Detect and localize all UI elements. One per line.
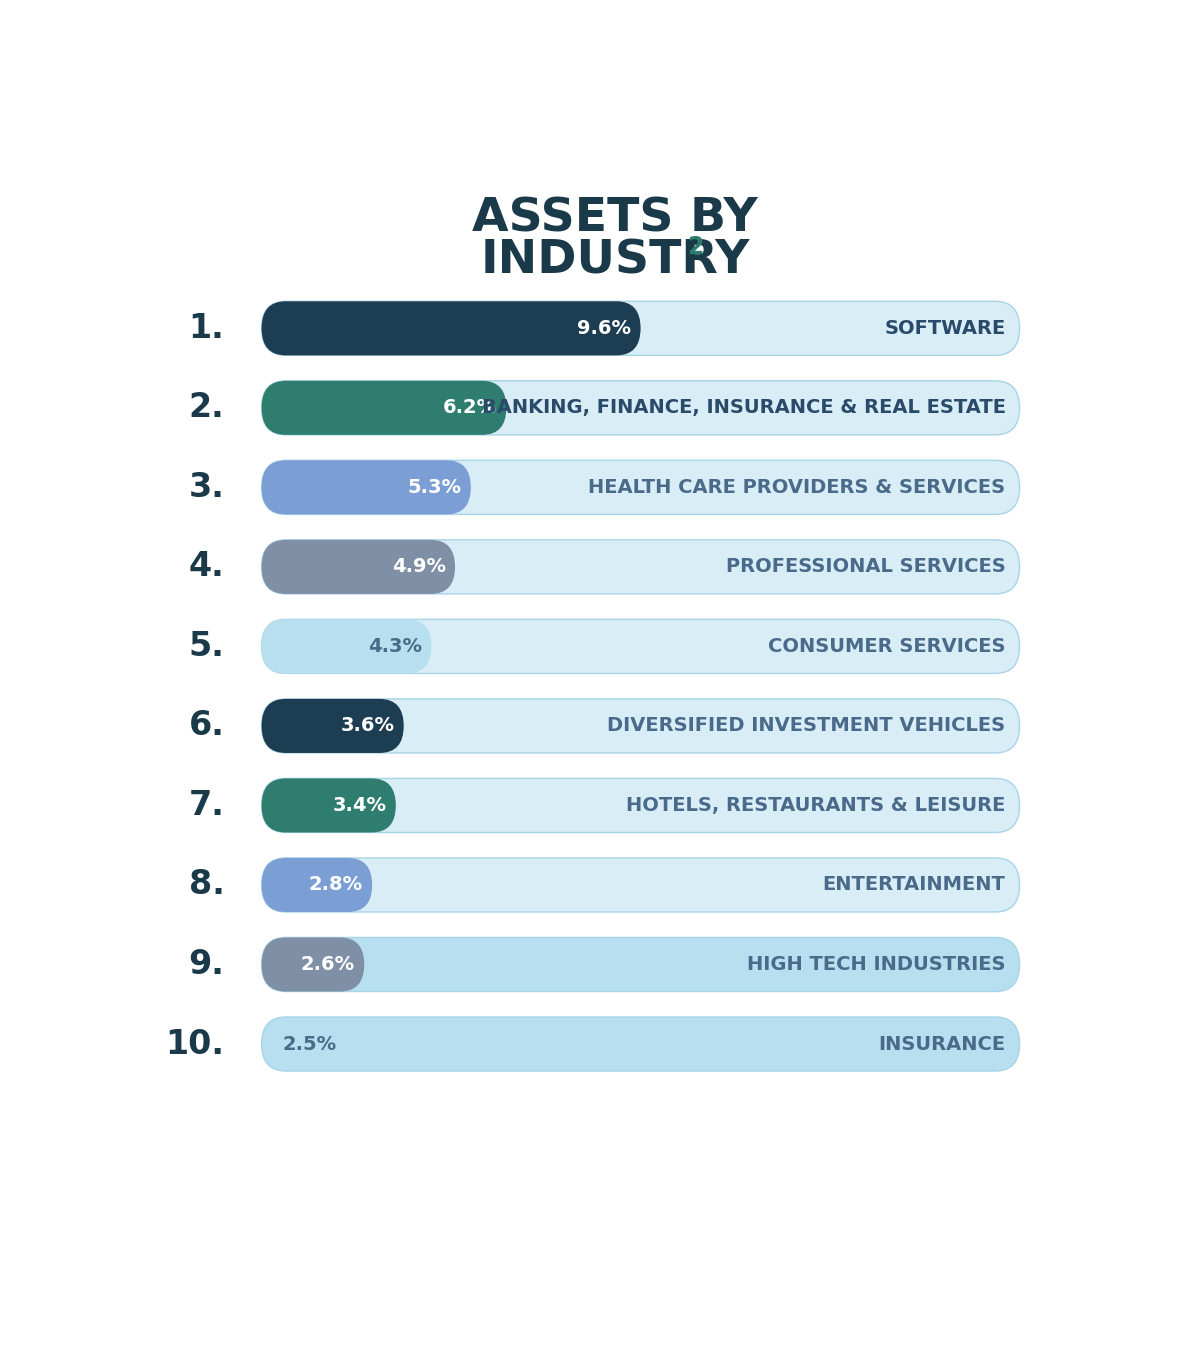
Text: INSURANCE: INSURANCE [878, 1034, 1006, 1053]
Text: ENTERTAINMENT: ENTERTAINMENT [823, 875, 1006, 895]
FancyBboxPatch shape [262, 779, 1020, 833]
Text: 5.: 5. [188, 630, 224, 663]
Text: DIVERSIFIED INVESTMENT VEHICLES: DIVERSIFIED INVESTMENT VEHICLES [607, 717, 1006, 736]
Text: 8.: 8. [188, 868, 224, 902]
Text: HIGH TECH INDUSTRIES: HIGH TECH INDUSTRIES [748, 954, 1006, 973]
FancyBboxPatch shape [262, 460, 1020, 514]
FancyBboxPatch shape [262, 301, 641, 355]
Text: 7.: 7. [188, 788, 224, 822]
Text: 4.9%: 4.9% [391, 558, 445, 576]
FancyBboxPatch shape [262, 779, 396, 833]
Text: 2.6%: 2.6% [301, 954, 355, 973]
Text: INDUSTRY: INDUSTRY [480, 238, 750, 284]
FancyBboxPatch shape [262, 540, 455, 594]
Text: 3.4%: 3.4% [332, 796, 386, 815]
FancyBboxPatch shape [262, 540, 1020, 594]
FancyBboxPatch shape [262, 937, 365, 991]
Text: 2.: 2. [188, 392, 224, 424]
Text: 5.3%: 5.3% [408, 478, 462, 497]
Text: 4.3%: 4.3% [368, 637, 422, 656]
FancyBboxPatch shape [262, 381, 1020, 435]
FancyBboxPatch shape [262, 620, 1020, 674]
FancyBboxPatch shape [262, 699, 403, 753]
Text: 6.2%: 6.2% [443, 398, 497, 417]
FancyBboxPatch shape [262, 381, 506, 435]
Text: 2.8%: 2.8% [308, 875, 362, 895]
Text: BANKING, FINANCE, INSURANCE & REAL ESTATE: BANKING, FINANCE, INSURANCE & REAL ESTAT… [481, 398, 1006, 417]
Text: 9.: 9. [188, 948, 224, 981]
FancyBboxPatch shape [262, 460, 470, 514]
Text: 9.6%: 9.6% [577, 319, 631, 338]
FancyBboxPatch shape [262, 859, 1020, 913]
Text: SOFTWARE: SOFTWARE [884, 319, 1006, 338]
Text: 3.: 3. [188, 471, 224, 504]
Text: HOTELS, RESTAURANTS & LEISURE: HOTELS, RESTAURANTS & LEISURE [626, 796, 1006, 815]
Text: 1.: 1. [188, 312, 224, 344]
Text: HEALTH CARE PROVIDERS & SERVICES: HEALTH CARE PROVIDERS & SERVICES [588, 478, 1006, 497]
FancyBboxPatch shape [262, 301, 1020, 355]
Text: 2.5%: 2.5% [282, 1034, 336, 1053]
FancyBboxPatch shape [262, 1017, 1020, 1071]
FancyBboxPatch shape [262, 859, 372, 913]
Text: 4.: 4. [188, 551, 224, 583]
FancyBboxPatch shape [262, 937, 1020, 991]
Text: 3.6%: 3.6% [341, 717, 395, 736]
Text: PROFESSIONAL SERVICES: PROFESSIONAL SERVICES [726, 558, 1006, 576]
Text: CONSUMER SERVICES: CONSUMER SERVICES [768, 637, 1006, 656]
Text: ASSETS BY: ASSETS BY [472, 197, 758, 242]
Text: 10.: 10. [166, 1027, 224, 1061]
Text: 6.: 6. [188, 710, 224, 742]
FancyBboxPatch shape [262, 620, 431, 674]
Text: 2: 2 [688, 235, 704, 259]
FancyBboxPatch shape [262, 699, 1020, 753]
